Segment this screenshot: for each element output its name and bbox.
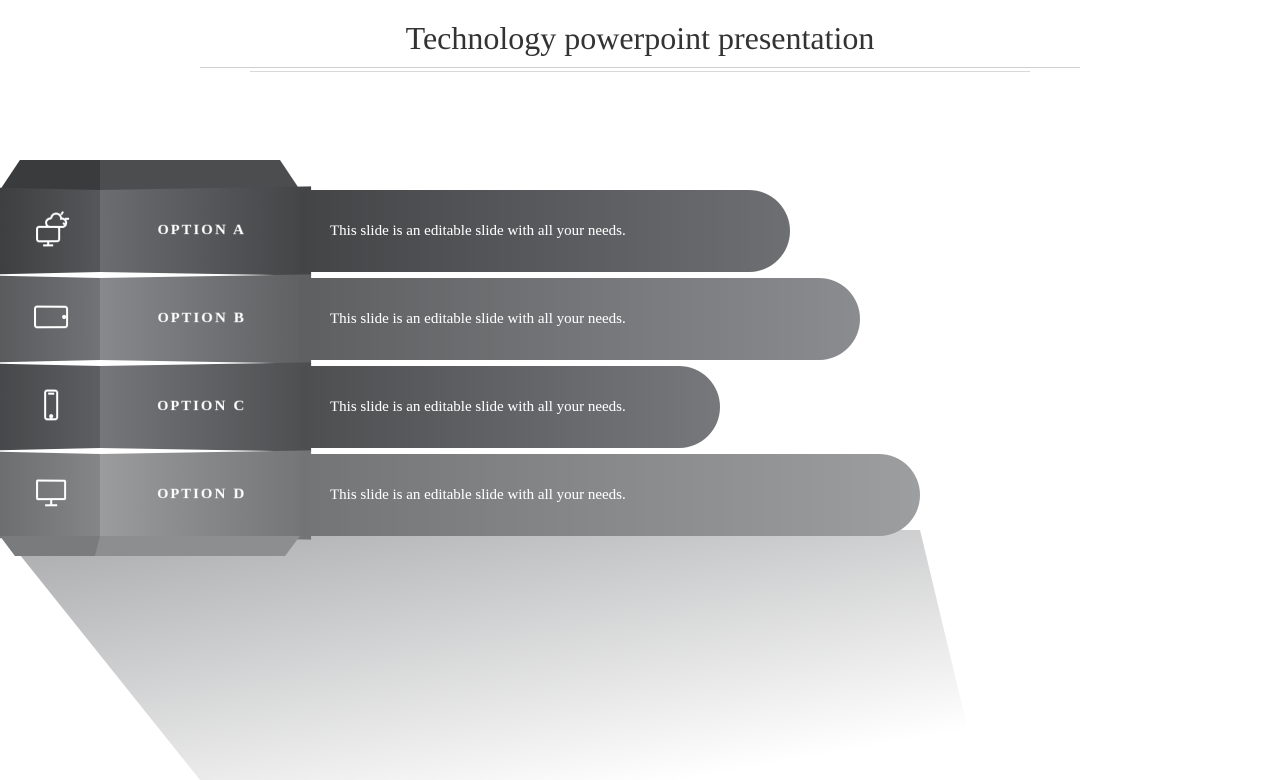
option-bar: This slide is an editable slide with all… <box>300 278 860 360</box>
floor-shadow <box>0 530 980 780</box>
option-label: OPTION A <box>158 223 247 240</box>
option-icon-face <box>0 364 100 450</box>
diagram-stage: OPTION A This slide is an editable slide… <box>0 160 1280 720</box>
option-label: OPTION D <box>157 487 246 504</box>
option-label: OPTION C <box>157 399 246 416</box>
option-label: OPTION B <box>158 311 247 328</box>
slide-title-block: Technology powerpoint presentation <box>0 0 1280 72</box>
block-top-cap <box>0 160 300 190</box>
option-label-face: OPTION A <box>100 186 311 275</box>
cloud-monitor-icon <box>31 208 71 255</box>
option-text: This slide is an editable slide with all… <box>330 309 626 330</box>
option-bar: This slide is an editable slide with all… <box>300 366 720 448</box>
option-text: This slide is an editable slide with all… <box>330 221 626 242</box>
option-label-face: OPTION B <box>100 274 311 363</box>
title-rule-outer <box>200 67 1080 68</box>
option-bar: This slide is an editable slide with all… <box>300 454 920 536</box>
option-icon-face <box>0 188 100 274</box>
slide-title: Technology powerpoint presentation <box>0 20 1280 57</box>
option-icon-face <box>0 276 100 362</box>
option-icon-face <box>0 452 100 538</box>
title-rule-inner <box>250 71 1030 72</box>
tablet-icon <box>31 296 71 343</box>
option-label-face: OPTION C <box>100 362 311 451</box>
option-bar: This slide is an editable slide with all… <box>300 190 790 272</box>
monitor-icon <box>31 472 71 519</box>
option-text: This slide is an editable slide with all… <box>330 485 626 506</box>
phone-icon <box>31 384 71 431</box>
option-label-face: OPTION D <box>100 450 311 539</box>
block-bottom-cap <box>0 536 300 556</box>
option-text: This slide is an editable slide with all… <box>330 397 626 418</box>
